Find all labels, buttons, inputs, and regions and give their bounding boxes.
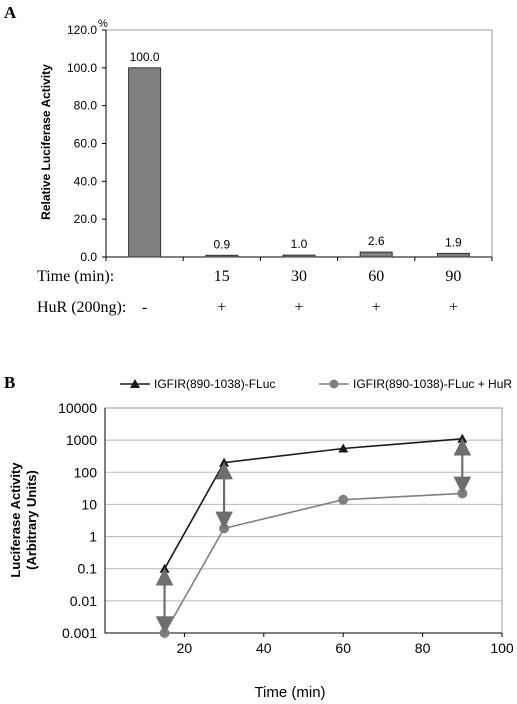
chart-a-table-cell: + [372, 299, 381, 316]
chart-b-legend-marker-triangle [130, 379, 140, 388]
chart-b-y-tick-label: 100 [74, 464, 98, 480]
chart-b-y-tick-label: 0.001 [62, 625, 97, 641]
chart-a-plot-frame [105, 29, 493, 258]
chart-b-series-line [163, 438, 463, 570]
chart-a-data-label: 100.0 [130, 50, 160, 64]
chart-a-y-unit: % [98, 18, 108, 30]
chart-a-y-tick-label: 80.0 [74, 99, 98, 113]
chart-b-x-tick-label: 60 [335, 640, 351, 656]
chart-b-point-triangle [338, 443, 349, 453]
chart-a-table-cell: + [294, 299, 303, 316]
chart-b-legend-marker-circle [329, 379, 339, 389]
chart-b-y-tick-label: 0.01 [70, 593, 97, 609]
chart-a-table-row-label: HuR (200ng): [37, 299, 126, 316]
chart-b-point-circle [159, 628, 170, 638]
chart-a-y-tick-label: 20.0 [74, 212, 98, 226]
chart-a-bar [359, 251, 393, 258]
chart-b-y-tick-label: 1 [89, 529, 97, 545]
chart-b-x-tick-label: 20 [177, 640, 193, 656]
chart-b-point-circle [219, 523, 230, 534]
chart-a-table-cell: + [217, 299, 226, 316]
chart-a-table-cell: + [449, 299, 458, 316]
chart-a-data-label: 1.0 [291, 237, 308, 251]
chart-b-point-circle [457, 488, 468, 499]
chart-a-y-tick-label: 120.0 [67, 23, 97, 37]
chart-a-y-tick-label: 0.0 [80, 250, 97, 264]
chart-b-plot: 0.001 0.01 0.1 1 10 100 1000 10000 20 40 60 80 100 IG… [58, 377, 514, 656]
chart-b-legend-label: IGFIR(890-1038)-FLuc [154, 377, 275, 391]
chart-a-table-cell: 90 [445, 268, 461, 285]
chart-a-plot: 0.0 20.0 40.0 60.0 80.0 100.0 120.0 100.0 0.9 1.0… [37, 23, 493, 316]
chart-a-table-cell: 15 [214, 268, 230, 285]
chart-b-y-axis-title-line1: Luciferase Activity [8, 462, 23, 578]
chart-b-y-tick-label: 0.1 [78, 561, 98, 577]
chart-b-y-axis-title-line2: (Arbitrary Units) [24, 470, 39, 570]
chart-a-y-tick-label: 40.0 [74, 174, 98, 188]
chart-b-point-circle [338, 494, 349, 505]
chart-a-data-label: 2.6 [368, 234, 385, 248]
chart-a-bar [128, 67, 162, 258]
chart-b-x-tick-label: 80 [415, 640, 431, 656]
chart-b-y-tick-label: 10000 [58, 400, 97, 416]
chart-a-table-cell: 30 [291, 268, 307, 285]
chart-a-bar [436, 252, 470, 258]
chart-b-legend-label: IGFIR(890-1038)-FLuc + HuR [353, 377, 512, 391]
chart-a-data-label: 0.9 [213, 237, 230, 251]
chart-b-x-axis-title: Time (min) [254, 684, 325, 701]
chart-a-bar [282, 254, 316, 258]
panel-a-label: A [4, 3, 17, 22]
chart-b-x-tick-label: 40 [256, 640, 272, 656]
chart-a-table-cell: - [142, 299, 147, 316]
chart-a-y-axis-title: Relative Luciferase Activity [39, 64, 53, 220]
chart-a-table-row-label: Time (min): [37, 268, 114, 285]
chart-b-y-tick-label: 1000 [66, 432, 97, 448]
chart-b-series-line [163, 492, 463, 634]
chart-b-x-tick-label: 100 [490, 640, 514, 656]
chart-b-y-tick-label: 10 [81, 496, 97, 512]
chart-a-table-cell: 60 [368, 268, 384, 285]
chart-a-y-tick-label: 60.0 [74, 137, 98, 151]
chart-a-y-tick-label: 100.0 [67, 61, 97, 75]
chart-a-bar [205, 254, 239, 258]
panel-b-label: B [4, 373, 15, 392]
chart-a-data-label: 1.9 [445, 235, 462, 249]
